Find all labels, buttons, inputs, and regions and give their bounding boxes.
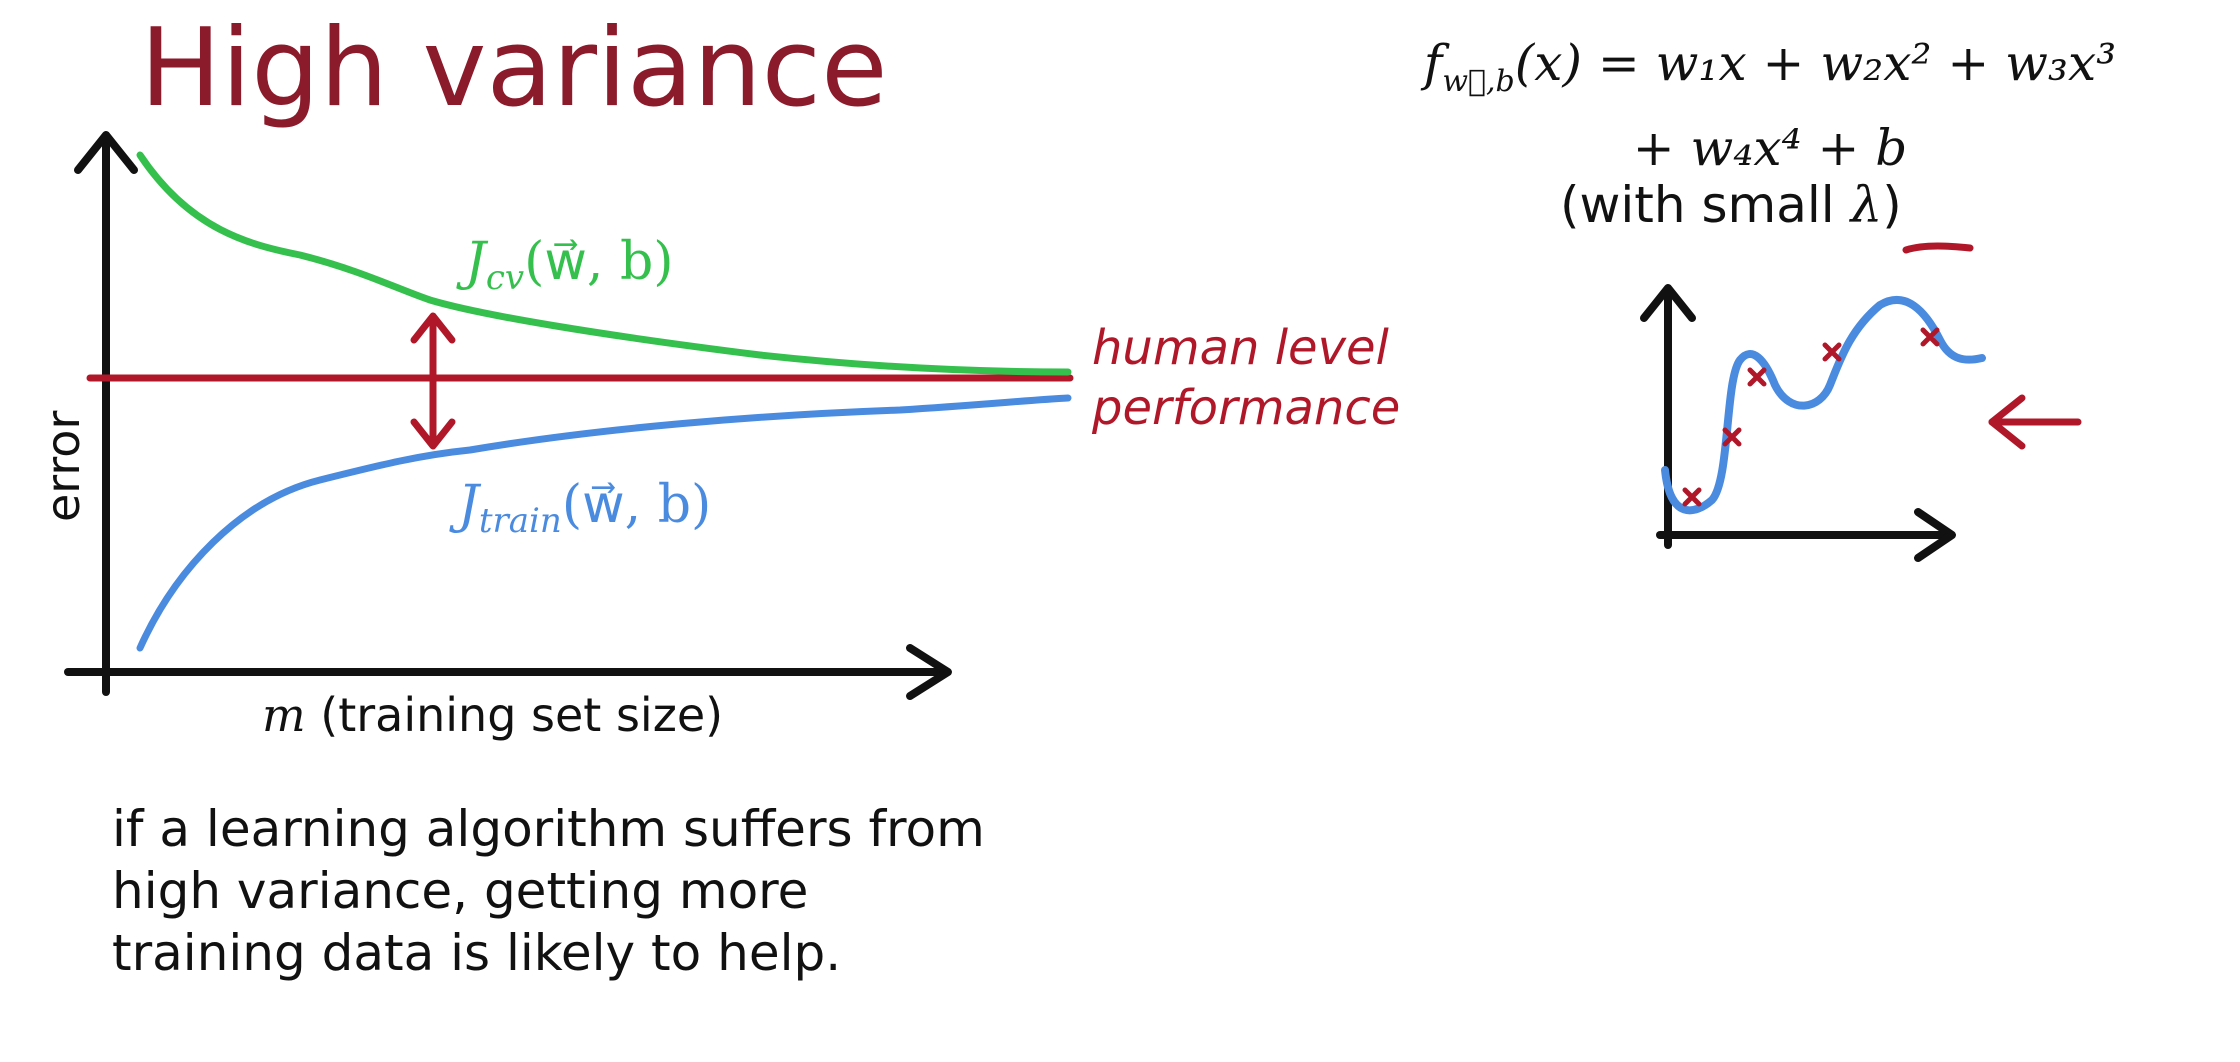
data-points xyxy=(1682,327,1940,507)
train-curve-label: Jtrain(w⃗, b) xyxy=(458,475,711,541)
note-suffix: ) xyxy=(1882,176,1902,234)
learning-curve-axes xyxy=(64,131,952,700)
formula-line-1: fw⃗,b(x) = w₁x + w₂x² + w₃x³ xyxy=(1385,30,2155,115)
formula-line-2: + w₄x⁴ + b xyxy=(1385,115,2155,181)
x-axis-description: (training set size) xyxy=(305,688,724,742)
x-axis-arrowhead xyxy=(906,644,952,700)
y-axis-label: error xyxy=(36,410,90,522)
cv-label-prefix: J xyxy=(465,232,486,292)
cv-label-sub: cv xyxy=(485,258,525,298)
data-point xyxy=(1722,427,1742,447)
formula-f: f xyxy=(1423,34,1443,92)
lambda-symbol: λ xyxy=(1850,176,1883,234)
cv-label-args: (w⃗, b) xyxy=(524,232,674,292)
regularization-note: (with small λ) xyxy=(1560,176,1902,234)
data-point xyxy=(1747,367,1767,387)
data-point xyxy=(1682,487,1702,507)
lambda-underline xyxy=(1902,242,1974,254)
x-axis-variable: m xyxy=(262,688,306,742)
human-level-label-line1: human level xyxy=(1092,320,1389,376)
caption-text: if a learning algorithm suffers from hig… xyxy=(112,800,985,982)
model-formula: fw⃗,b(x) = w₁x + w₂x² + w₃x³ + w₄x⁴ + b xyxy=(1385,30,2155,181)
x-axis-label: m (training set size) xyxy=(262,688,723,742)
human-level-label-line2: performance xyxy=(1092,380,1401,436)
train-error-curve xyxy=(136,394,1072,652)
train-label-args: (w⃗, b) xyxy=(561,475,712,535)
pointer-arrow xyxy=(1988,394,2082,450)
data-point xyxy=(1920,327,1940,347)
train-label-sub: train xyxy=(478,501,562,541)
formula-sub: w⃗,b xyxy=(1442,64,1515,99)
train-label-prefix: J xyxy=(458,475,479,535)
human-level-label: human level performance xyxy=(1092,318,1400,438)
formula-rest: (x) = w₁x + w₂x² + w₃x³ xyxy=(1514,34,2117,92)
data-point xyxy=(1822,342,1842,362)
cv-curve-label: Jcv(w⃗, b) xyxy=(465,232,674,298)
slide-title: High variance xyxy=(140,6,888,131)
overfit-curve xyxy=(1661,296,1986,515)
cv-error-curve xyxy=(136,151,1072,376)
gap-double-arrow xyxy=(410,312,456,450)
formula-line-2-text: + w₄x⁴ + b xyxy=(1632,119,1908,177)
model-fit-plot xyxy=(1640,242,2082,562)
y-axis-arrowhead xyxy=(74,131,138,174)
note-prefix: (with small xyxy=(1560,176,1851,234)
